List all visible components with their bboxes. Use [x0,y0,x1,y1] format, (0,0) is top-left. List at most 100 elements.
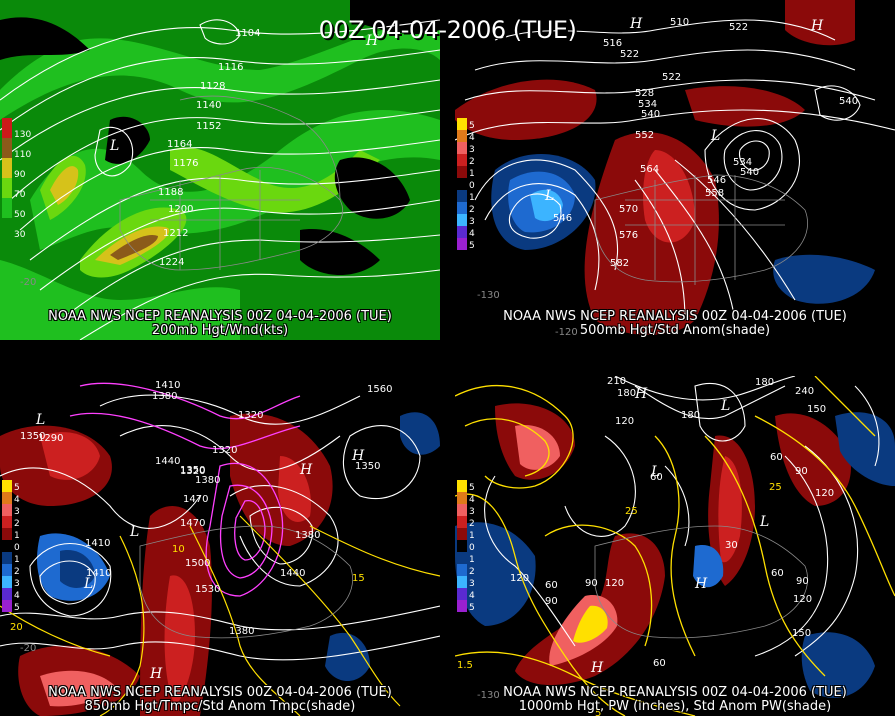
high-marker: H [590,660,604,676]
high-marker: H [810,18,824,34]
svg-text:516: 516 [603,38,622,49]
svg-text:2: 2 [469,157,475,167]
svg-text:1470: 1470 [180,518,205,529]
svg-text:150: 150 [807,404,826,415]
svg-text:5: 5 [14,603,20,613]
svg-text:5: 5 [14,483,20,493]
svg-text:240: 240 [795,386,814,397]
svg-text:522: 522 [620,49,639,60]
high-marker: H [299,462,313,478]
svg-text:1176: 1176 [173,158,198,169]
svg-text:1104: 1104 [235,28,260,39]
svg-text:60: 60 [545,580,558,591]
panel-500mb: 5 4 3 2 1 0 1 2 3 4 5 510 516 522 528 53… [455,0,895,340]
svg-text:1200: 1200 [168,204,193,215]
svg-text:552: 552 [635,130,654,141]
svg-text:546: 546 [707,175,726,186]
svg-text:534: 534 [733,157,752,168]
high-marker: H [351,448,365,464]
svg-text:558: 558 [705,188,724,199]
svg-text:1380: 1380 [295,530,320,541]
low-marker: L [35,412,45,428]
svg-text:90: 90 [796,576,809,587]
wind-legend: 130 110 90 70 50 30 [2,118,31,240]
svg-text:1380: 1380 [195,475,220,486]
svg-text:1116: 1116 [218,62,243,73]
svg-text:1: 1 [469,531,475,541]
panel-1000mb-caption-title: 1000mb Hgt, PW (inches), Std Anom PW(sha… [518,699,832,714]
svg-text:0: 0 [14,543,20,553]
svg-text:3: 3 [469,217,475,227]
svg-text:1212: 1212 [163,228,188,239]
svg-text:210: 210 [607,376,626,387]
svg-text:5: 5 [469,603,475,613]
svg-text:20: 20 [10,622,23,633]
svg-text:180: 180 [617,388,636,399]
panel-850mb-caption-title: 850mb Hgt/Tmpc/Std Anom Tmpc(shade) [84,699,356,714]
svg-text:4: 4 [469,229,475,239]
svg-text:120: 120 [605,578,624,589]
svg-text:1410: 1410 [155,380,180,391]
svg-text:540: 540 [641,109,660,120]
svg-text:570: 570 [619,204,638,215]
svg-text:70: 70 [14,190,26,200]
high-marker: H [634,386,648,402]
low-marker: L [83,576,93,592]
svg-text:60: 60 [771,568,784,579]
svg-text:1152: 1152 [196,121,221,132]
svg-text:5: 5 [595,708,601,716]
svg-text:564: 564 [640,164,659,175]
svg-text:3: 3 [469,579,475,589]
svg-text:1470: 1470 [183,494,208,505]
svg-text:180: 180 [755,377,774,388]
svg-text:1320: 1320 [212,445,237,456]
svg-text:1: 1 [469,169,475,179]
svg-text:2: 2 [469,205,475,215]
low-marker: L [650,464,660,480]
svg-text:3: 3 [469,507,475,517]
panel-850mb-caption-source: NOAA NWS NCEP REANALYSIS 00Z 04-04-2006 … [48,685,392,700]
svg-text:60: 60 [653,658,666,669]
svg-text:1530: 1530 [195,584,220,595]
main-title: 00Z 04-04-2006 (TUE) [318,16,577,44]
svg-text:1560: 1560 [367,384,392,395]
svg-text:15: 15 [352,573,365,584]
svg-text:1188: 1188 [158,187,183,198]
svg-text:25: 25 [625,506,638,517]
svg-text:522: 522 [662,72,681,83]
panel-500mb-caption-title: 500mb Hgt/Std Anom(shade) [579,323,771,338]
svg-text:-130: -130 [477,690,500,701]
svg-text:1500: 1500 [185,558,210,569]
svg-text:110: 110 [14,150,31,160]
svg-text:1410: 1410 [85,538,110,549]
svg-text:180: 180 [681,410,700,421]
low-marker: L [759,514,769,530]
svg-text:1: 1 [14,555,20,565]
low-marker: L [544,188,554,204]
map-850mb: 5 4 3 2 1 0 1 2 3 4 5 1410 1380 1350 132… [0,380,440,716]
svg-text:5: 5 [469,121,475,131]
high-marker: H [365,33,379,49]
svg-text:1: 1 [469,555,475,565]
svg-text:130: 130 [14,130,31,140]
svg-text:90: 90 [795,466,808,477]
svg-text:1224: 1224 [159,257,184,268]
low-marker: L [720,398,730,414]
svg-text:90: 90 [585,578,598,589]
panel-500mb-caption-source: NOAA NWS NCEP REANALYSIS 00Z 04-04-2006 … [503,309,847,324]
svg-text:-20: -20 [20,643,36,654]
svg-text:1440: 1440 [280,568,305,579]
svg-text:1410: 1410 [86,568,111,579]
map-200mb: 130 110 90 70 50 30 1104 1116 1128 1140 … [0,0,440,340]
svg-text:-120: -120 [555,327,578,338]
svg-text:1140: 1140 [196,100,221,111]
svg-text:1.5: 1.5 [457,660,473,671]
svg-text:60: 60 [770,452,783,463]
svg-text:90: 90 [14,170,26,180]
svg-text:10: 10 [172,544,185,555]
svg-text:540: 540 [839,96,858,107]
svg-text:4: 4 [14,591,20,601]
svg-text:0: 0 [469,181,475,191]
svg-text:1290: 1290 [38,433,63,444]
svg-text:4: 4 [469,495,475,505]
